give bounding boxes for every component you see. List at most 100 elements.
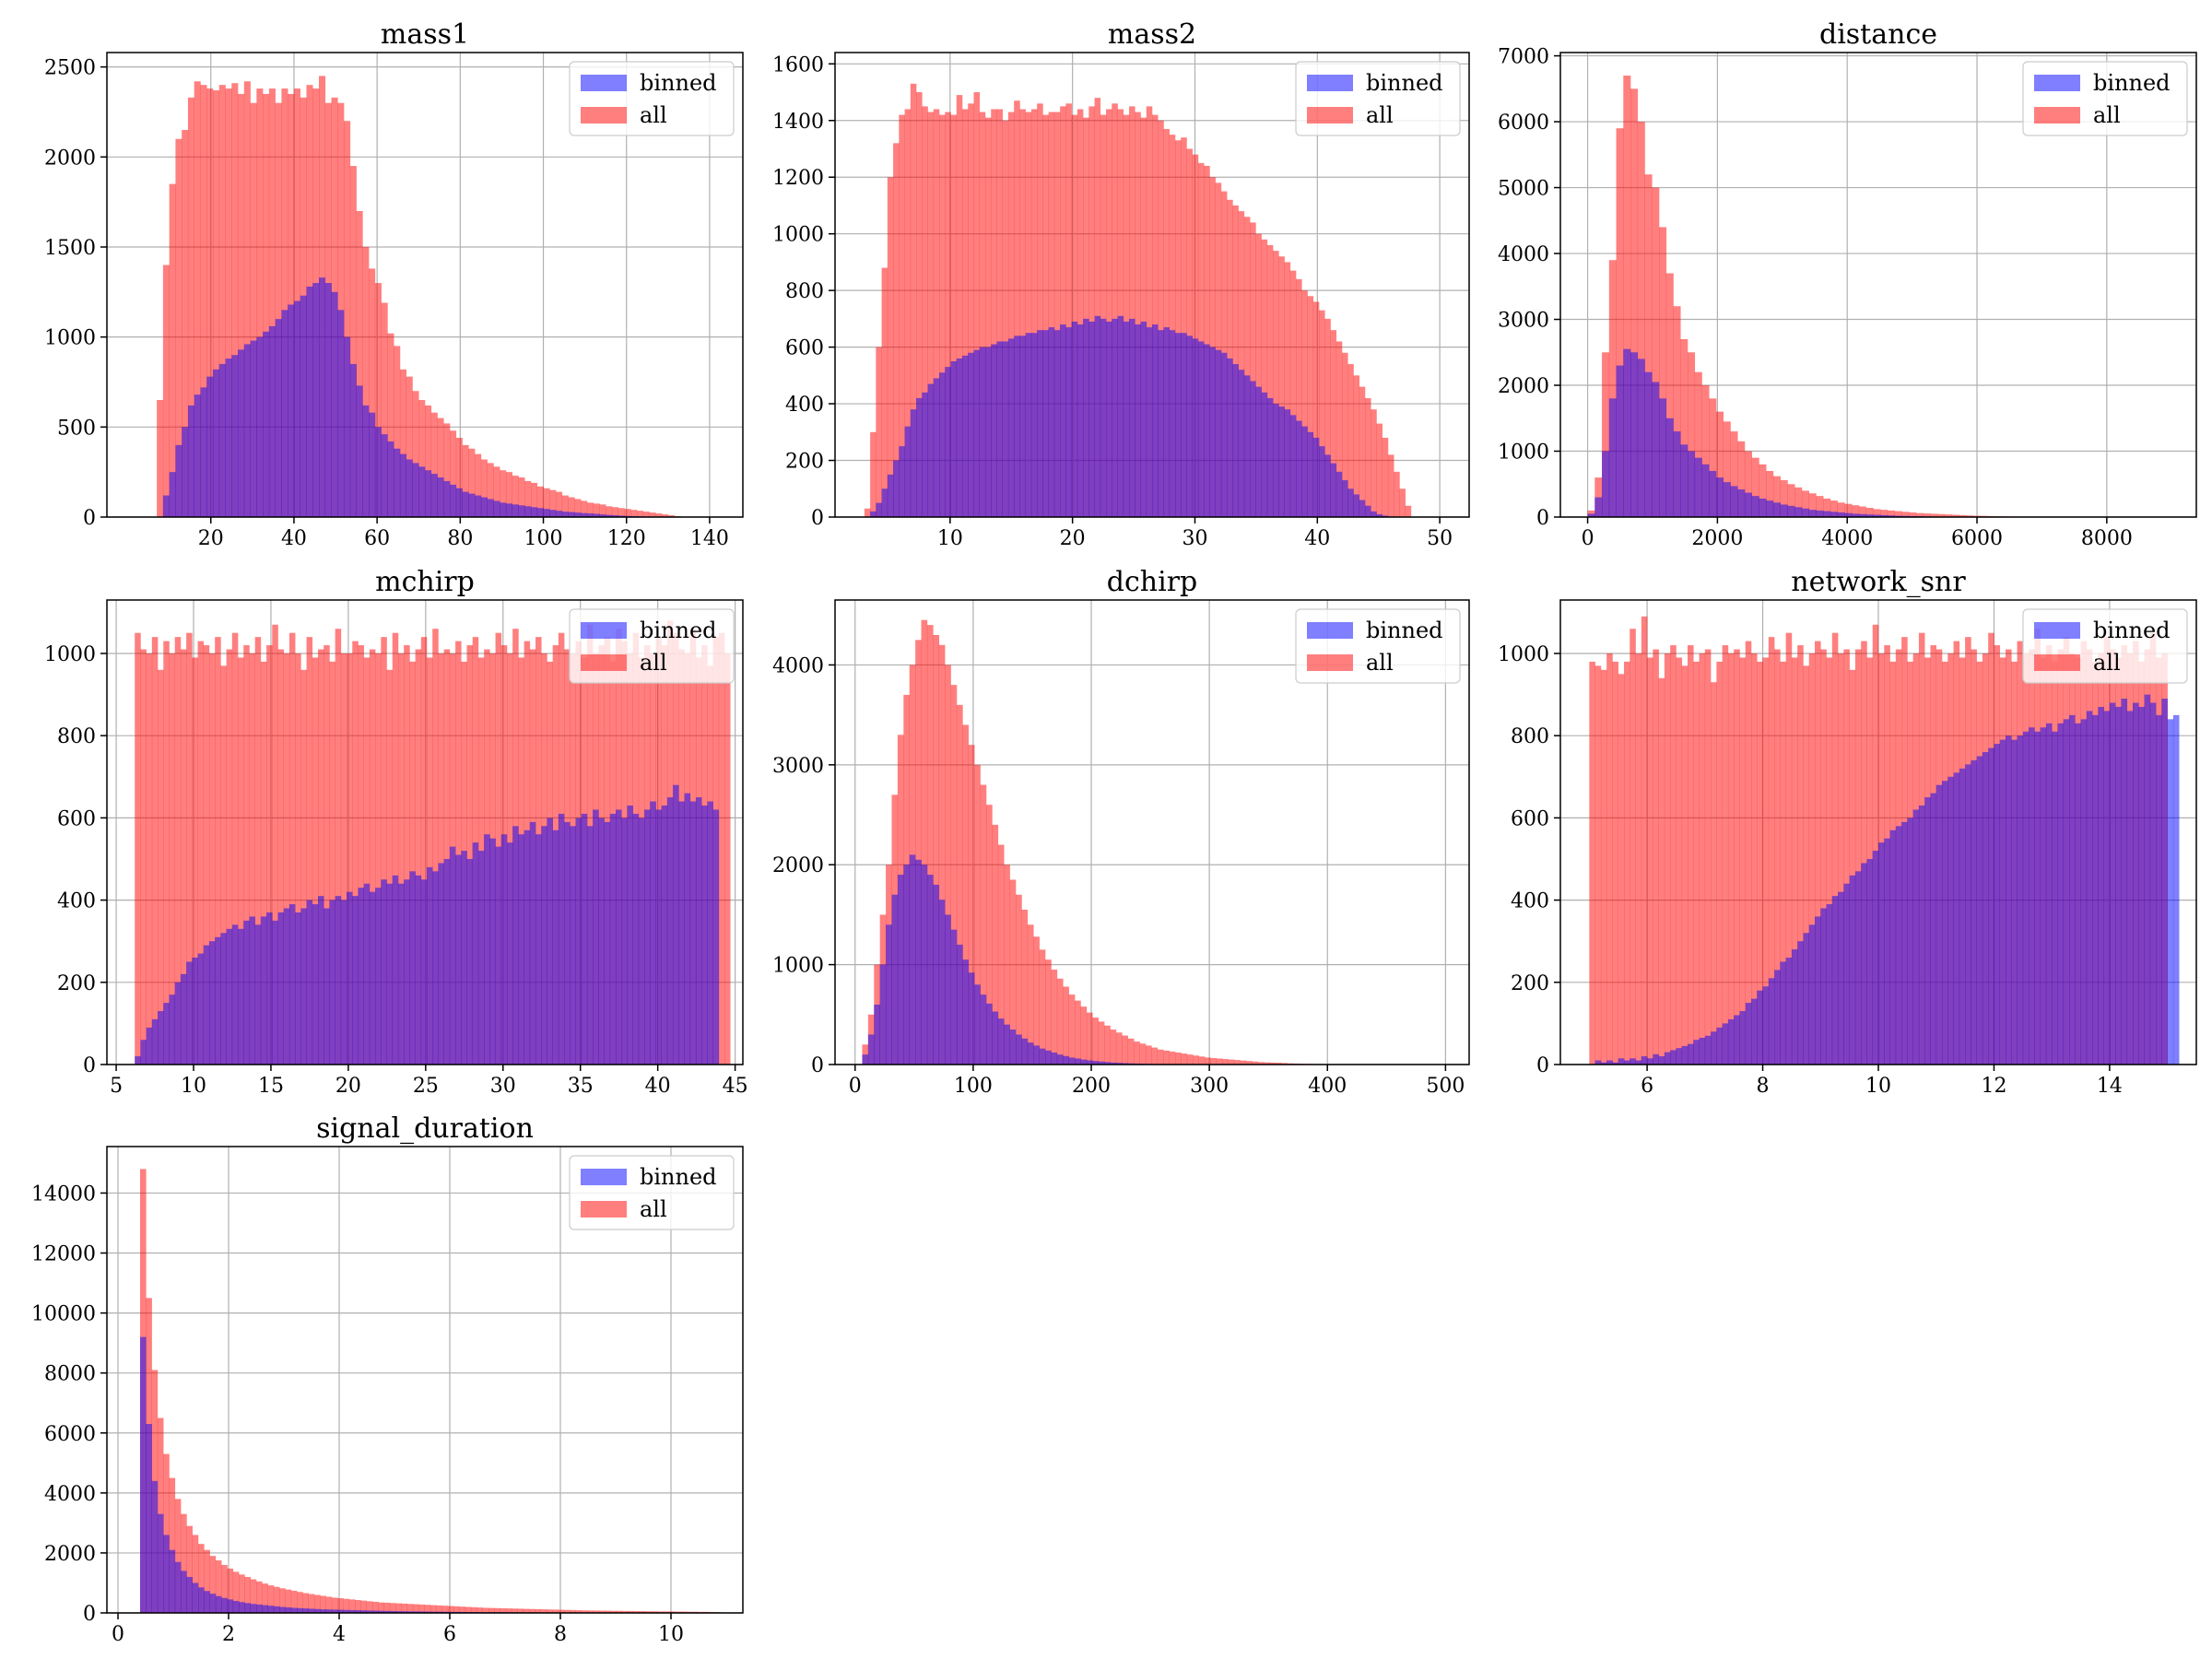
bar-binned — [157, 1513, 164, 1613]
bar-binned — [140, 1040, 147, 1065]
bar-binned — [181, 1571, 187, 1613]
bar-binned — [378, 1610, 384, 1613]
bar-binned — [712, 809, 720, 1065]
bar-all — [899, 114, 905, 518]
bar-binned — [231, 924, 239, 1065]
bar-binned — [980, 994, 987, 1065]
bar-binned — [1976, 756, 1983, 1065]
bar-binned — [661, 806, 668, 1065]
bar-all — [366, 1601, 373, 1613]
bar-all — [633, 1611, 641, 1613]
bar-binned — [187, 405, 195, 517]
bar-binned — [909, 854, 916, 1065]
bar-binned — [163, 1535, 170, 1613]
bar-binned — [355, 1610, 361, 1613]
bar-all — [453, 1606, 460, 1613]
bar-all — [547, 1609, 553, 1613]
bar-all — [1709, 398, 1717, 517]
bar-all — [1594, 665, 1602, 1065]
bar-all — [1269, 1062, 1277, 1065]
bar-binned — [1174, 333, 1182, 517]
bar-binned — [1861, 863, 1867, 1065]
bar-binned — [1630, 1058, 1636, 1065]
bar-binned — [374, 427, 382, 517]
bar-binned — [1197, 341, 1205, 517]
bar-all — [1399, 488, 1406, 517]
bar-binned — [215, 936, 221, 1065]
bar-binned — [169, 472, 176, 517]
bar-all — [1734, 649, 1740, 1065]
bar-all — [1342, 352, 1348, 517]
bar-all — [218, 85, 226, 518]
bar-binned — [1261, 392, 1268, 517]
bar-binned — [1930, 793, 1937, 1065]
bar-binned — [300, 295, 307, 517]
bar-binned — [621, 818, 628, 1065]
bar-binned — [1080, 1059, 1088, 1065]
bar-all — [611, 507, 619, 517]
bar-binned — [945, 367, 951, 517]
bar-all — [349, 166, 357, 517]
bar-all — [174, 637, 182, 1065]
bar-binned — [340, 900, 347, 1065]
bar-binned — [1701, 464, 1710, 517]
bar-binned — [1192, 338, 1199, 517]
bar-binned — [1693, 1040, 1700, 1065]
legend-swatch-all — [581, 107, 627, 124]
y-tick-label: 0 — [1536, 507, 1549, 530]
bar-binned — [1232, 364, 1239, 517]
bar-all — [488, 1607, 495, 1613]
bar-binned — [2109, 702, 2116, 1065]
y-tick-label: 1000 — [772, 955, 824, 978]
bar-all — [881, 267, 888, 517]
bar-binned — [984, 347, 992, 517]
bar-binned — [1831, 896, 1839, 1065]
x-tick-label: 40 — [281, 527, 307, 550]
y-tick-label: 1600 — [772, 53, 824, 76]
bar-binned — [198, 1587, 205, 1613]
bar-all — [887, 177, 894, 517]
bar-binned — [1727, 1018, 1735, 1065]
y-tick-label: 800 — [785, 280, 824, 303]
bar-binned — [891, 894, 899, 1065]
series-binned — [1594, 694, 2180, 1065]
bar-all — [642, 512, 650, 517]
series-binned — [870, 315, 1400, 517]
bar-all — [1727, 653, 1735, 1065]
bar-binned — [344, 336, 351, 517]
bar-binned — [1364, 505, 1371, 517]
bar-binned — [1762, 986, 1770, 1065]
bar-all — [606, 506, 613, 517]
bar-all — [876, 347, 882, 517]
bar-binned — [1594, 497, 1603, 517]
legend-swatch-all — [2034, 654, 2080, 671]
bar-binned — [939, 372, 946, 517]
bar-binned — [324, 908, 330, 1065]
subplot-title: mass2 — [1108, 18, 1196, 51]
legend-label-all: all — [2093, 650, 2121, 676]
bar-binned — [1797, 941, 1804, 1065]
bar-binned — [320, 1609, 326, 1613]
x-tick-label: 120 — [607, 527, 646, 550]
bar-binned — [1665, 418, 1674, 517]
bar-all — [1243, 217, 1251, 517]
bar-binned — [2057, 723, 2065, 1065]
bar-binned — [1659, 398, 1667, 517]
bar-binned — [1051, 1052, 1058, 1065]
bar-all — [438, 653, 444, 1065]
bar-binned — [203, 945, 210, 1065]
bar-binned — [489, 838, 496, 1065]
bar-all — [162, 265, 170, 517]
bar-binned — [512, 504, 519, 517]
bar-all — [1261, 239, 1268, 517]
bar-binned — [974, 984, 981, 1065]
bar-all — [204, 1549, 210, 1613]
legend-label-all: all — [2093, 102, 2121, 128]
bar-all — [945, 665, 951, 1065]
bar-all — [306, 637, 313, 1065]
y-tick-label: 6000 — [1498, 112, 1549, 135]
series-binned — [140, 1336, 722, 1613]
x-tick-label: 10 — [1865, 1075, 1891, 1098]
bar-binned — [1808, 924, 1816, 1065]
bar-all — [1083, 117, 1089, 518]
